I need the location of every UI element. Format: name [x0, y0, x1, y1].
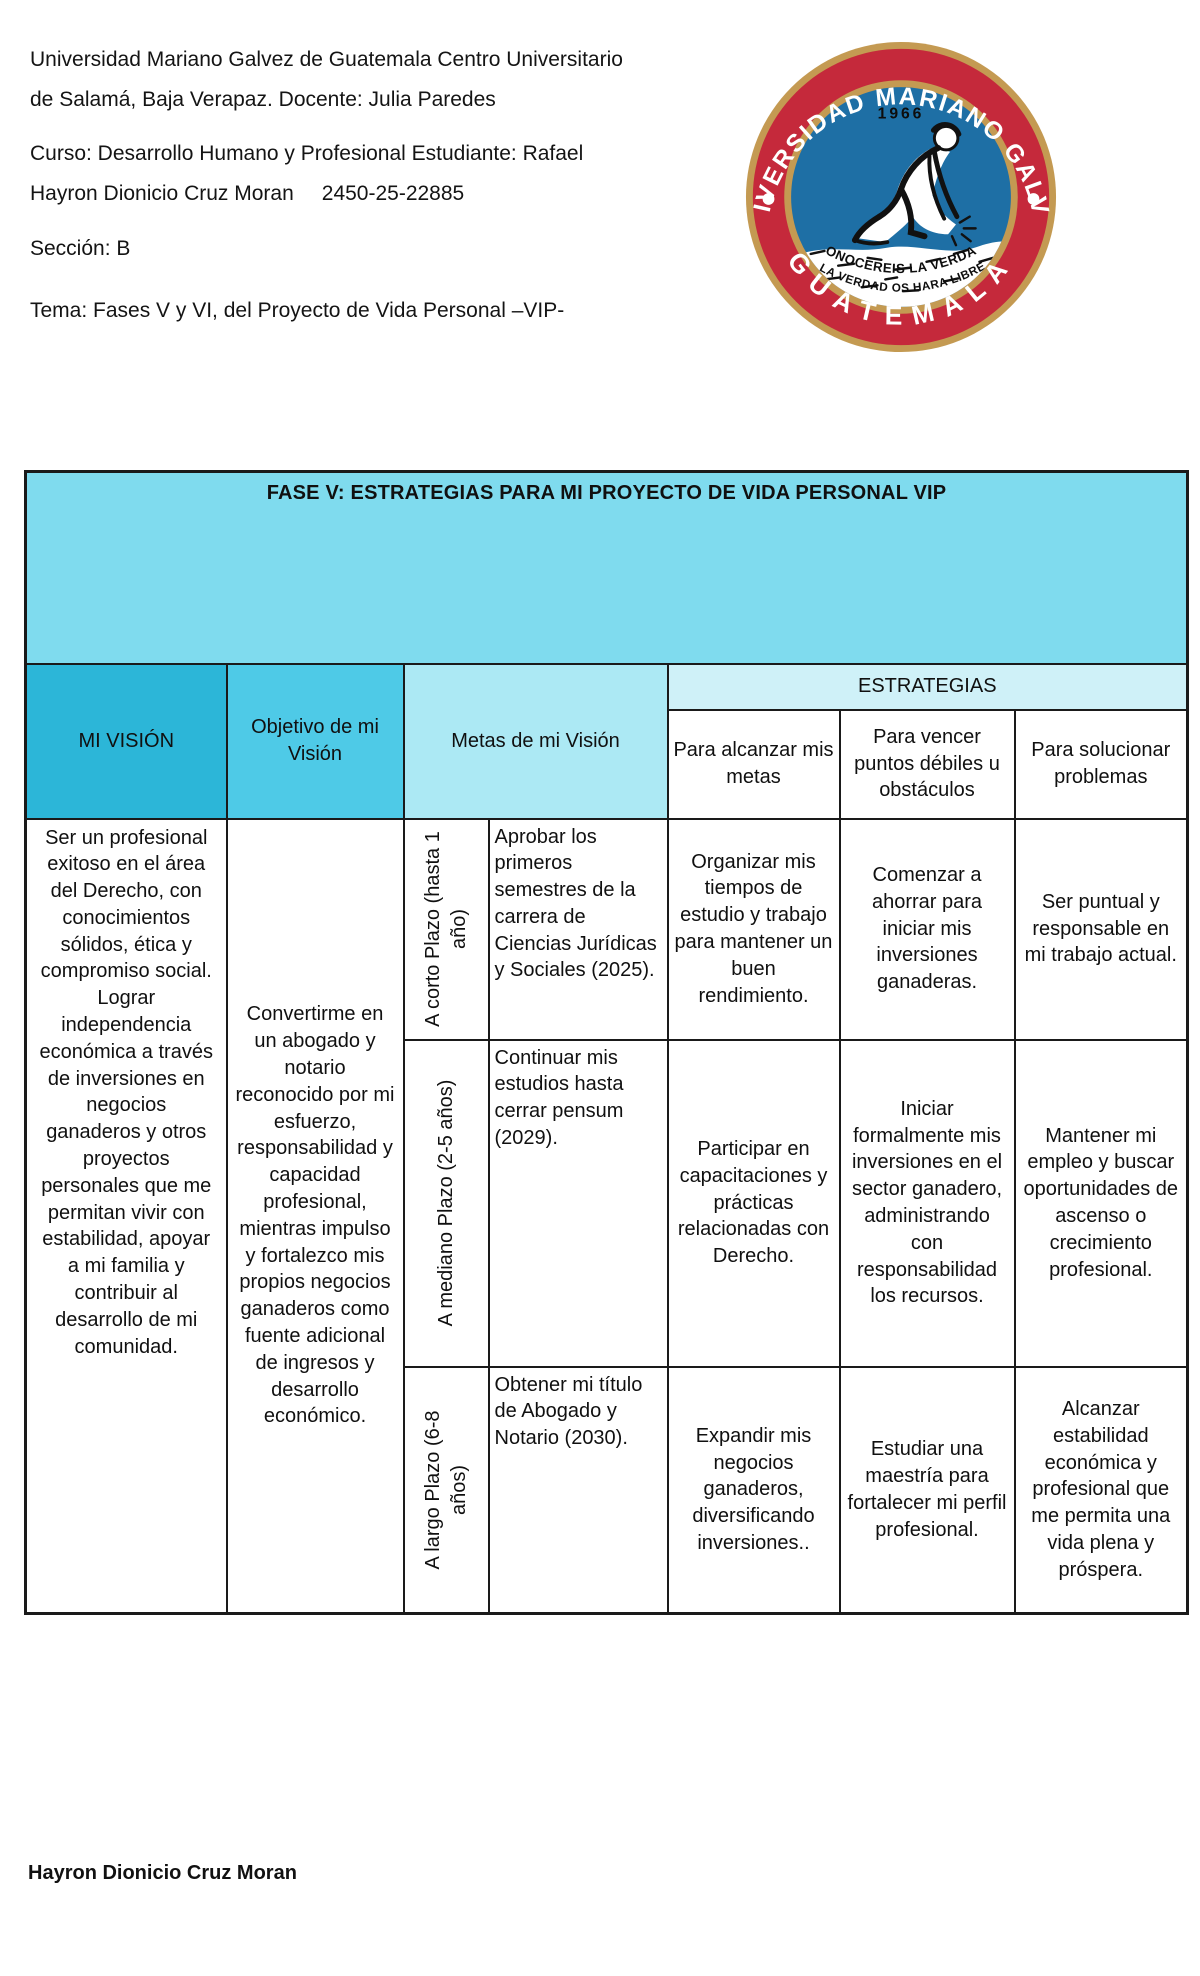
header-mi-vision: MI VISIÓN [24, 662, 228, 820]
tema-line: Tema: Fases V y VI, del Proyecto de Vida… [30, 299, 565, 322]
header-estrategias: ESTRATEGIAS [666, 662, 1189, 711]
course-student-line: Curso: Desarrollo Humano y Profesional E… [30, 142, 584, 165]
footer-student-name: Hayron Dionicio Cruz Moran [28, 1862, 297, 1884]
cell-alcanzar-mediano: Participar en capacitaciones y prácticas… [666, 1038, 841, 1368]
seal-year: 1966 [878, 106, 925, 123]
cell-plazo-largo: A largo Plazo (6-8 años) [402, 1365, 490, 1615]
header-alcanzar: Para alcanzar mis metas [666, 708, 841, 820]
header-objetivo: Objetivo de mi Visión [225, 662, 405, 820]
campus-docente-line: de Salamá, Baja Verapaz. Docente: Julia … [30, 88, 496, 111]
cell-meta-mediano: Continuar mis estudios hasta cerrar pens… [487, 1038, 669, 1368]
sower-figure [851, 122, 977, 247]
cell-vencer-corto: Comenzar a ahorrar para iniciar mis inve… [838, 817, 1016, 1041]
cell-meta-largo: Obtener mi título de Abogado y Notario (… [487, 1365, 669, 1615]
section-line: Sección: B [30, 237, 131, 260]
plazo-corto-label: A corto Plazo (hasta 1 año) [422, 831, 470, 1027]
cell-alcanzar-largo: Expandir mis negocios ganaderos, diversi… [666, 1365, 841, 1615]
cell-solucionar-corto: Ser puntual y responsable en mi trabajo … [1013, 817, 1189, 1041]
university-seal-logo: UNIVERSIDAD MARIANO GALVEZ GUATEMALA 196… [745, 41, 1057, 353]
seal-dot-left [762, 193, 775, 205]
cell-vencer-mediano: Iniciar formalmente mis inversiones en e… [838, 1038, 1016, 1368]
table-row: A mediano Plazo (2-5 años) Continuar mis… [26, 1038, 1189, 1368]
cell-alcanzar-corto: Organizar mis tiempos de estudio y traba… [666, 817, 841, 1041]
cell-solucionar-largo: Alcanzar estabilidad económica y profesi… [1013, 1365, 1189, 1615]
table-title: FASE V: ESTRATEGIAS PARA MI PROYECTO DE … [24, 470, 1189, 665]
header-metas: Metas de mi Visión [402, 662, 669, 820]
cell-solucionar-mediano: Mantener mi empleo y buscar oportunidade… [1013, 1038, 1189, 1368]
student-carnet-line: Hayron Dionicio Cruz Moran 2450-25-22885 [30, 182, 464, 206]
table-row: Ser un profesional exitoso en el área de… [24, 817, 1189, 1615]
ground-dashes [809, 248, 995, 293]
header-vencer: Para vencer puntos débiles u obstáculos [838, 708, 1016, 820]
seal-dot-right [1027, 193, 1040, 205]
seal-ground [791, 241, 1011, 307]
carnet-number: 2450-25-22885 [321, 182, 465, 205]
cell-vision: Ser un profesional exitoso en el área de… [24, 817, 228, 1615]
cell-vencer-largo: Estudiar una maestría para fortalecer mi… [838, 1365, 1016, 1615]
cell-meta-corto: Aprobar los primeros semestres de la car… [487, 817, 669, 1041]
student-name: Hayron Dionicio Cruz Moran [30, 182, 294, 205]
cell-plazo-mediano: A mediano Plazo (2-5 años) [402, 1038, 490, 1368]
plazo-mediano-label: A mediano Plazo (2-5 años) [435, 1079, 457, 1327]
cell-objetivo: Convertirme en un abogado y notario reco… [225, 817, 405, 1615]
university-name-line: Universidad Mariano Galvez de Guatemala … [30, 48, 623, 71]
plazo-largo-label: A largo Plazo (6-8 años) [422, 1410, 470, 1570]
header-solucionar: Para solucionar problemas [1013, 708, 1189, 820]
fase-v-table: FASE V: ESTRATEGIAS PARA MI PROYECTO DE … [24, 470, 1190, 1615]
cell-plazo-corto: A corto Plazo (hasta 1 año) [402, 817, 490, 1041]
table-row: A largo Plazo (6-8 años) Obtener mi títu… [26, 1365, 1189, 1615]
